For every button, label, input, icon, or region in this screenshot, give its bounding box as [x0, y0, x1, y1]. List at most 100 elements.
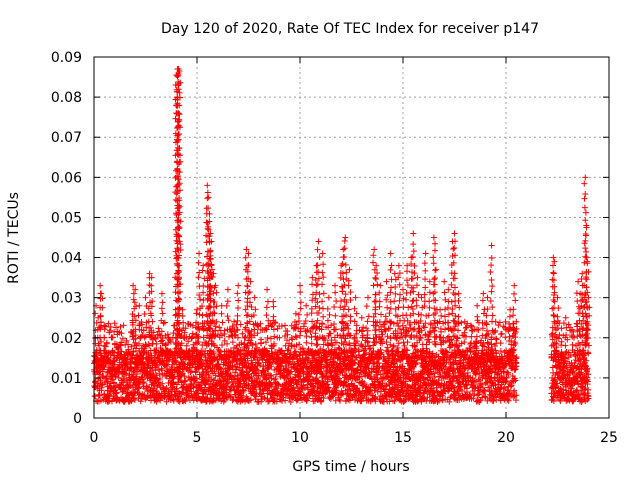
data-point — [324, 317, 331, 324]
data-point — [297, 299, 304, 306]
data-point — [155, 325, 162, 332]
data-point — [244, 262, 251, 269]
data-point — [192, 376, 199, 383]
data-point — [113, 324, 120, 331]
data-point — [203, 377, 210, 384]
data-point — [263, 304, 270, 311]
data-point — [331, 320, 338, 327]
data-point — [179, 384, 186, 391]
data-point — [145, 384, 152, 391]
data-point — [326, 311, 333, 318]
chart-title: Day 120 of 2020, Rate Of TEC Index for r… — [161, 21, 539, 37]
data-point — [164, 331, 171, 338]
data-point — [360, 324, 367, 331]
data-point — [264, 334, 271, 341]
data-point — [118, 339, 125, 346]
data-point — [229, 339, 236, 346]
data-point — [187, 385, 194, 392]
data-point — [224, 313, 231, 320]
data-point — [496, 319, 503, 326]
data-point — [569, 341, 576, 348]
data-point — [131, 396, 138, 403]
data-point — [126, 350, 133, 357]
data-point — [92, 310, 99, 317]
data-point — [101, 390, 108, 397]
data-point — [332, 289, 339, 296]
data-point — [140, 327, 147, 334]
data-point — [232, 331, 239, 338]
data-point — [206, 233, 213, 240]
data-point — [210, 304, 217, 311]
data-point — [195, 274, 202, 281]
data-point — [316, 254, 323, 261]
data-point — [229, 397, 236, 404]
data-point — [181, 378, 188, 385]
data-point — [297, 289, 304, 296]
data-point — [132, 345, 139, 352]
data-point — [123, 370, 130, 377]
data-point — [155, 366, 162, 373]
data-point — [150, 385, 157, 392]
data-point — [182, 398, 189, 405]
data-point — [108, 398, 115, 405]
data-point — [188, 335, 195, 342]
data-point — [170, 330, 177, 337]
data-point — [315, 269, 322, 276]
data-point — [297, 305, 304, 312]
data-point — [141, 311, 148, 318]
data-point — [111, 320, 118, 327]
data-point — [313, 282, 320, 289]
data-point — [282, 322, 289, 329]
data-point — [295, 311, 302, 318]
data-point — [131, 299, 138, 306]
data-point — [291, 318, 298, 325]
data-point — [135, 312, 142, 319]
data-point — [101, 364, 108, 371]
data-point — [308, 333, 315, 340]
data-point — [204, 368, 211, 375]
data-point — [183, 334, 190, 341]
data-point — [246, 288, 253, 295]
data-point — [301, 320, 308, 327]
data-point — [194, 389, 201, 396]
data-point — [123, 377, 130, 384]
data-point — [234, 304, 241, 311]
data-point — [151, 382, 158, 389]
data-point — [270, 313, 277, 320]
data-point — [206, 210, 213, 217]
data-point — [187, 369, 194, 376]
data-point — [230, 396, 237, 403]
data-point — [189, 330, 196, 337]
data-point — [216, 324, 223, 331]
data-point — [182, 386, 189, 393]
data-point — [308, 340, 315, 347]
data-point — [495, 322, 502, 329]
data-point — [173, 385, 180, 392]
data-point — [200, 370, 207, 377]
data-point — [205, 205, 212, 212]
data-point — [206, 347, 213, 354]
data-point — [173, 359, 180, 366]
data-point — [193, 310, 200, 317]
data-point — [105, 320, 112, 327]
data-point — [172, 357, 179, 364]
data-point — [162, 386, 169, 393]
data-point — [202, 339, 209, 346]
data-point — [234, 312, 241, 319]
data-point — [319, 298, 326, 305]
data-point — [206, 385, 213, 392]
data-point — [319, 269, 326, 276]
data-point — [197, 385, 204, 392]
data-point — [244, 283, 251, 290]
data-point — [324, 305, 331, 312]
data-point — [199, 312, 206, 319]
data-point — [153, 388, 160, 395]
data-point — [93, 319, 100, 326]
data-point — [204, 395, 211, 402]
data-point — [263, 312, 270, 319]
data-point — [237, 321, 244, 328]
data-point — [234, 290, 241, 297]
data-point — [158, 305, 165, 312]
data-point — [155, 379, 162, 386]
